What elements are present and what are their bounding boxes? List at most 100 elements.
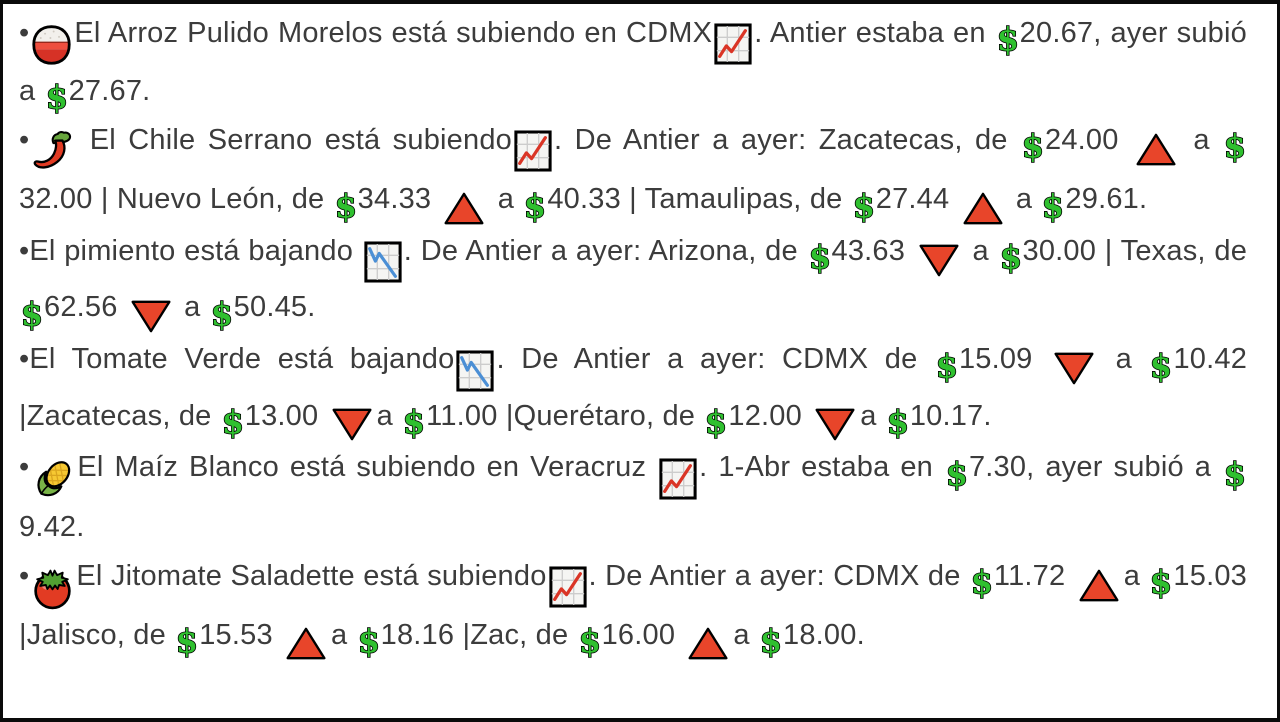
- text-run: 29.61.: [1065, 183, 1148, 216]
- text-run: •: [19, 17, 30, 49]
- bullet-item: • El Arroz Pulido Morelos está subiendo e…: [19, 9, 1247, 116]
- text-run: •: [19, 123, 30, 156]
- bullet-item: • El Maíz Blanco está subiendo en Veracru…: [19, 443, 1247, 551]
- text-run: 7.30, ayer subió a: [968, 451, 1222, 484]
- chart-up-icon: [659, 458, 697, 500]
- text-run: 13.00: [244, 399, 327, 432]
- text-run: a: [489, 183, 523, 216]
- text-run: 10.17.: [909, 399, 992, 432]
- text-run: 20.67, ayer subió a: [19, 17, 1256, 107]
- dollar-icon: $: [335, 190, 357, 224]
- svg-text:$: $: [358, 625, 380, 659]
- down-triangle-icon: [813, 406, 857, 443]
- dollar-icon: $: [809, 241, 831, 275]
- text-run: 27.67.: [68, 74, 151, 107]
- text-run: a: [376, 399, 402, 432]
- text-run: 27.44: [875, 183, 958, 216]
- svg-text:$: $: [524, 190, 546, 224]
- chili-icon: [30, 129, 76, 175]
- down-triangle-icon: [1052, 350, 1096, 387]
- dollar-icon: $: [21, 298, 43, 332]
- dollar-icon: $: [936, 350, 958, 384]
- svg-text:$: $: [760, 625, 782, 659]
- text-run: El Maíz Blanco está subiendo en Veracruz: [77, 451, 658, 484]
- dollar-icon: $: [1224, 130, 1246, 164]
- text-run: 9.42.: [19, 510, 85, 543]
- svg-text:$: $: [809, 241, 831, 275]
- dollar-icon: $: [1000, 241, 1022, 275]
- text-run: El Arroz Pulido Morelos está subiendo en…: [74, 17, 713, 49]
- bullet-item: • El Jitomate Saladette está subiendo . De…: [19, 552, 1247, 663]
- svg-text:$: $: [936, 350, 958, 384]
- dollar-icon: $: [579, 625, 601, 659]
- text-run: 24.00: [1045, 123, 1131, 156]
- chart-up-icon: [548, 566, 587, 608]
- dollar-icon: $: [211, 298, 233, 332]
- text-run: . De Antier a ayer: CDMX de: [496, 343, 934, 376]
- chart-up-icon: [514, 130, 552, 172]
- text-run: a: [1007, 183, 1041, 216]
- dollar-icon: $: [176, 625, 198, 659]
- dollar-icon: $: [358, 625, 380, 659]
- svg-text:$: $: [403, 406, 425, 440]
- dollar-icon: $: [705, 406, 727, 440]
- bullet-item: • El Chile Serrano está subiendo . De Ant…: [19, 116, 1247, 227]
- chart-up-icon: [714, 23, 752, 65]
- text-run: El Chile Serrano está subiendo: [77, 123, 512, 156]
- text-run: a: [331, 618, 356, 651]
- text-run: . 1-Abr estaba en: [699, 451, 944, 484]
- svg-text:$: $: [946, 458, 968, 492]
- text-run: •: [19, 451, 30, 484]
- text-run: a: [860, 399, 885, 432]
- text-run: 10.42 |Zacatecas, de: [19, 343, 1256, 432]
- dollar-icon: $: [760, 625, 782, 659]
- dollar-icon: $: [524, 190, 546, 224]
- text-run: •: [19, 559, 30, 592]
- svg-text:$: $: [1150, 350, 1172, 384]
- text-run: 18.16 |Zac, de: [380, 618, 577, 651]
- svg-text:$: $: [176, 625, 198, 659]
- text-run: 62.56: [44, 291, 126, 324]
- corn-icon: [30, 457, 76, 503]
- text-run: •El Tomate Verde está bajando: [19, 343, 455, 376]
- down-triangle-icon: [129, 298, 173, 335]
- text-run: 15.53: [199, 618, 282, 651]
- text-run: 34.33: [357, 183, 440, 216]
- text-run: 32.00 | Nuevo León, de: [19, 183, 333, 216]
- up-triangle-icon: [1134, 131, 1178, 168]
- text-run: a: [1180, 123, 1223, 156]
- tomato-icon: [30, 566, 75, 611]
- up-triangle-icon: [284, 625, 328, 662]
- svg-text:$: $: [1224, 130, 1246, 164]
- svg-text:$: $: [21, 298, 43, 332]
- up-triangle-icon: [686, 625, 730, 662]
- svg-text:$: $: [1042, 190, 1064, 224]
- bullet-item: •El pimiento está bajando . De Antier a …: [19, 227, 1247, 335]
- text-run: 11.00 |Querétaro, de: [426, 399, 704, 432]
- svg-text:$: $: [1150, 566, 1172, 600]
- chart-down-icon: [364, 241, 402, 283]
- text-run: . De Antier a ayer: Zacatecas, de: [554, 123, 1020, 156]
- dollar-icon: $: [971, 566, 993, 600]
- dollar-icon: $: [887, 406, 909, 440]
- text-run: 30.00 | Texas, de: [1022, 235, 1256, 268]
- up-triangle-icon: [961, 190, 1005, 227]
- text-run: a: [963, 235, 998, 268]
- dollar-icon: $: [853, 190, 875, 224]
- text-run: a: [175, 291, 209, 324]
- chart-down-icon: [456, 350, 495, 392]
- dollar-icon: $: [1150, 566, 1172, 600]
- text-run: 15.03 |Jalisco, de: [19, 559, 1256, 651]
- text-run: 50.45.: [233, 291, 316, 324]
- bullet-item: •El Tomate Verde está bajando . De Antier…: [19, 335, 1247, 443]
- dollar-icon: $: [222, 406, 244, 440]
- svg-text:$: $: [46, 81, 68, 115]
- down-triangle-icon: [330, 406, 374, 443]
- text-run: a: [1099, 343, 1149, 376]
- text-run: 16.00: [601, 618, 684, 651]
- dollar-icon: $: [1224, 458, 1246, 492]
- svg-text:$: $: [1022, 130, 1044, 164]
- dollar-icon: $: [1022, 130, 1044, 164]
- text-run: •El pimiento está bajando: [19, 235, 362, 268]
